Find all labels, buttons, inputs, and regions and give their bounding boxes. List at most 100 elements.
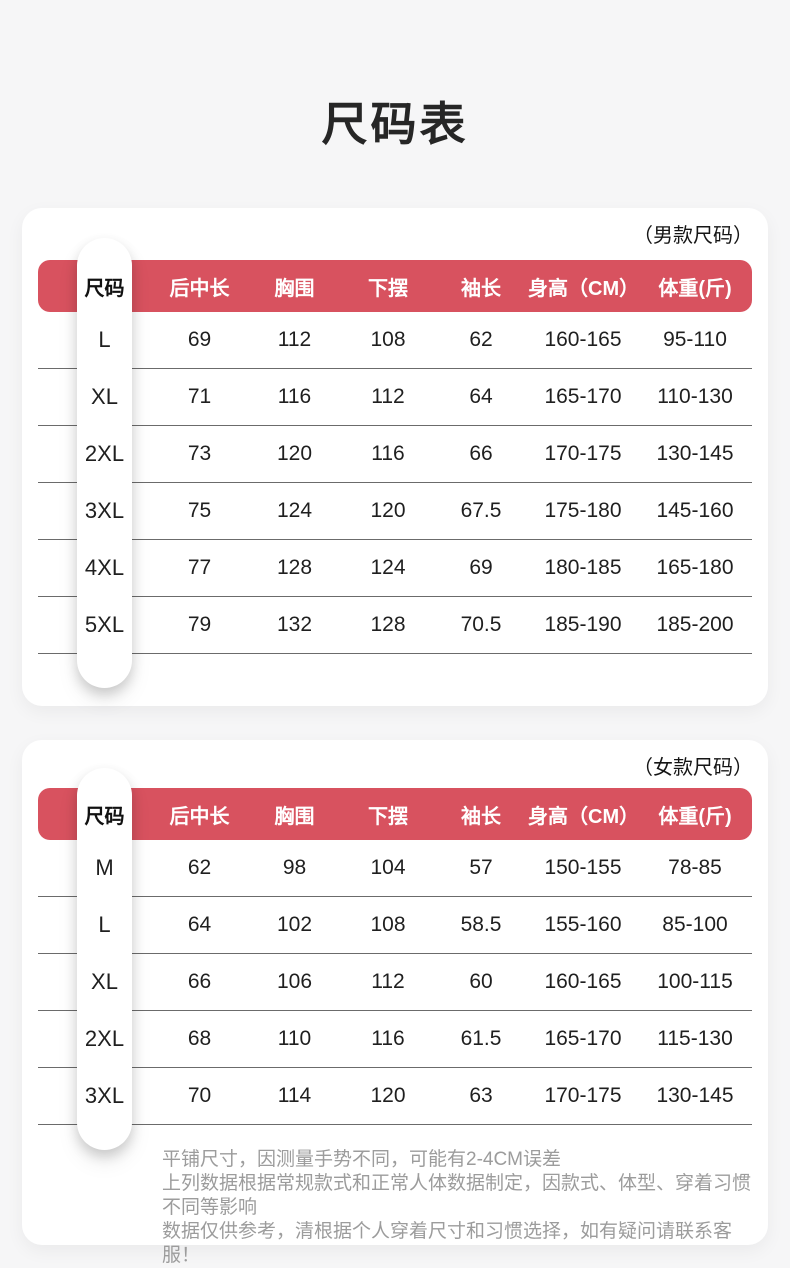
column-header-back-length: 后中长	[169, 277, 230, 300]
data-cell: 64	[187, 913, 212, 936]
table-row: 3XL 75 124 120 67.5 175-180 145-160	[38, 483, 752, 540]
data-cell: 60	[469, 970, 493, 993]
size-cell: 2XL	[84, 1026, 125, 1051]
women-size-tag: （女款尺码）	[633, 757, 753, 779]
data-cell: 130-145	[656, 442, 734, 465]
data-cell: 95-110	[663, 328, 727, 351]
data-cell: 61.5	[460, 1027, 502, 1050]
size-cell: XL	[91, 969, 118, 994]
data-cell: 120	[370, 499, 406, 522]
data-cell: 145-160	[656, 499, 734, 522]
data-cell: 175-180	[544, 499, 622, 522]
note-line: 平铺尺寸，因测量手势不同，可能有2-4CM误差	[162, 1149, 562, 1170]
men-table-header-row: 尺码 后中长 胸围 下摆 袖长 身高（CM） 体重(斤)	[38, 260, 752, 312]
men-size-card: （男款尺码） 尺码 后中长 胸围 下摆 袖长 身高（CM） 体重(斤) L 69…	[22, 208, 768, 706]
data-cell: 185-190	[544, 613, 622, 636]
data-cell: 165-170	[544, 385, 622, 408]
size-cell: 4XL	[84, 555, 125, 580]
table-row: 3XL 70 114 120 63 170-175 130-145	[38, 1068, 752, 1125]
size-cell: XL	[91, 384, 118, 409]
data-cell: 58.5	[460, 913, 502, 936]
column-header-sleeve: 袖长	[461, 805, 501, 828]
data-cell: 116	[371, 442, 405, 465]
data-cell: 112	[371, 385, 405, 408]
size-cell: 2XL	[84, 441, 125, 466]
table-row: 2XL 73 120 116 66 170-175 130-145	[38, 426, 752, 483]
data-cell: 128	[276, 556, 313, 579]
data-cell: 120	[276, 442, 313, 465]
data-cell: 98	[282, 856, 307, 879]
column-header-bust: 胸围	[274, 277, 315, 300]
data-cell: 112	[371, 970, 405, 993]
table-row: XL 71 116 112 64 165-170 110-130	[38, 369, 752, 426]
data-cell: 69	[187, 328, 212, 351]
column-header-weight: 体重(斤)	[658, 805, 732, 828]
data-cell: 71	[187, 385, 212, 408]
data-cell: 78-85	[668, 856, 722, 879]
size-cell: L	[98, 327, 111, 352]
data-cell: 160-165	[544, 328, 622, 351]
table-row: L 64 102 108 58.5 155-160 85-100	[38, 897, 752, 954]
table-row: XL 66 106 112 60 160-165 100-115	[38, 954, 752, 1011]
data-cell: 104	[370, 856, 406, 879]
men-size-tag: （男款尺码）	[633, 225, 753, 247]
column-header-weight: 体重(斤)	[658, 277, 732, 300]
size-column-pill	[77, 238, 132, 688]
data-cell: 110	[277, 1027, 312, 1050]
column-header-height: 身高（CM）	[528, 277, 640, 300]
data-cell: 180-185	[544, 556, 622, 579]
data-cell: 77	[187, 556, 212, 579]
data-cell: 102	[276, 913, 313, 936]
data-cell: 132	[276, 613, 313, 636]
data-cell: 170-175	[544, 442, 622, 465]
data-cell: 160-165	[544, 970, 622, 993]
data-cell: 116	[371, 1027, 405, 1050]
data-cell: 124	[276, 499, 313, 522]
note-line: 数据仅供参考，清根据个人穿着尺寸和习惯选择，如有疑问请联系客服！	[162, 1221, 733, 1266]
data-cell: 130-145	[656, 1084, 734, 1107]
column-header-size: 尺码	[84, 277, 125, 300]
column-header-hem: 下摆	[368, 805, 408, 828]
data-cell: 66	[187, 970, 212, 993]
data-cell: 170-175	[544, 1084, 622, 1107]
data-cell: 165-170	[544, 1027, 622, 1050]
data-cell: 66	[469, 442, 493, 465]
column-header-height: 身高（CM）	[528, 805, 640, 828]
data-cell: 106	[276, 970, 313, 993]
size-cell: M	[95, 855, 114, 880]
size-column-pill	[77, 768, 132, 1150]
data-cell: 110-130	[657, 385, 733, 408]
data-cell: 85-100	[662, 913, 728, 936]
data-cell: 108	[370, 328, 406, 351]
data-cell: 124	[370, 556, 406, 579]
data-cell: 185-200	[656, 613, 734, 636]
data-cell: 75	[187, 499, 212, 522]
data-cell: 114	[277, 1084, 312, 1107]
size-cell: L	[98, 912, 111, 937]
data-cell: 112	[277, 328, 312, 351]
column-header-bust: 胸围	[274, 805, 315, 828]
women-size-card: （女款尺码） 尺码 后中长 胸围 下摆 袖长 身高（CM） 体重(斤) M 62…	[22, 740, 768, 1266]
size-cell: 3XL	[84, 498, 125, 523]
data-cell: 120	[370, 1084, 406, 1107]
data-cell: 100-115	[657, 970, 733, 993]
data-cell: 165-180	[656, 556, 734, 579]
data-cell: 108	[370, 913, 406, 936]
table-row: 5XL 79 132 128 70.5 185-190 185-200	[38, 597, 752, 654]
data-cell: 64	[469, 385, 493, 408]
table-row: M 62 98 104 57 150-155 78-85	[38, 840, 752, 897]
data-cell: 155-160	[544, 913, 622, 936]
table-row: L 69 112 108 62 160-165 95-110	[38, 312, 752, 369]
column-header-sleeve: 袖长	[461, 277, 501, 300]
column-header-size: 尺码	[84, 805, 125, 828]
data-cell: 79	[187, 613, 212, 636]
women-size-table: 尺码 后中长 胸围 下摆 袖长 身高（CM） 体重(斤) M 62 98 104…	[38, 768, 752, 1150]
page-title: 尺码表	[321, 98, 469, 150]
data-cell: 68	[187, 1027, 212, 1050]
data-cell: 116	[277, 385, 312, 408]
data-cell: 73	[187, 442, 212, 465]
table-row: 4XL 77 128 124 69 180-185 165-180	[38, 540, 752, 597]
data-cell: 63	[469, 1084, 493, 1107]
table-row: 2XL 68 110 116 61.5 165-170 115-130	[38, 1011, 752, 1068]
data-cell: 150-155	[544, 856, 622, 879]
